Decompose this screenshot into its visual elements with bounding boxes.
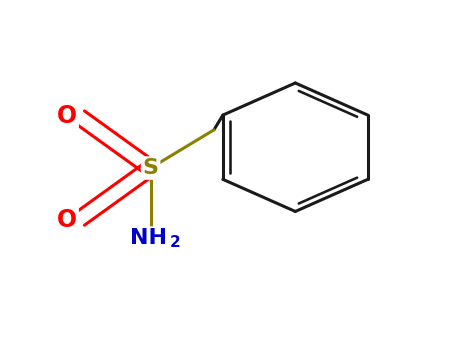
Text: 2: 2 — [170, 235, 181, 250]
Text: NH: NH — [130, 228, 167, 247]
Text: O: O — [57, 208, 77, 232]
Text: O: O — [57, 104, 77, 128]
Text: S: S — [142, 158, 159, 178]
